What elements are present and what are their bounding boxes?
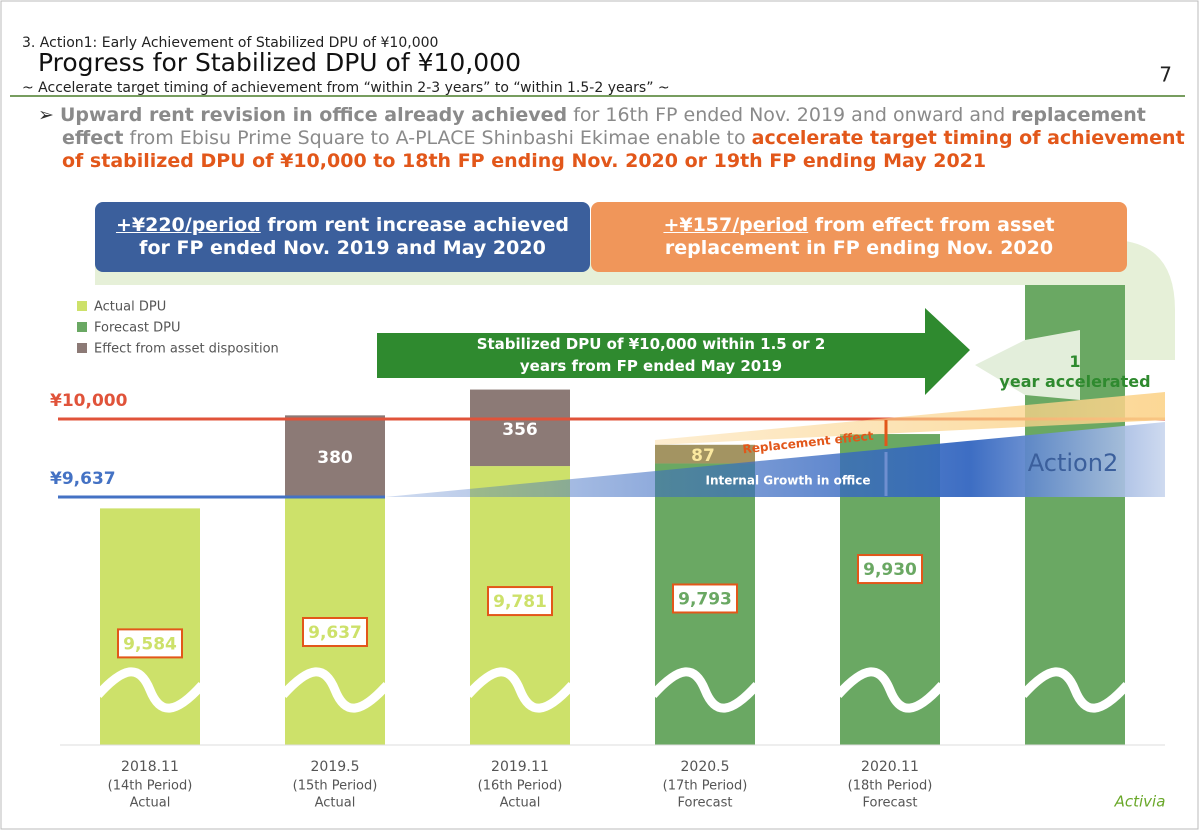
x-tick-label: 2019.5	[311, 759, 360, 775]
x-tick-note: Actual	[315, 796, 356, 811]
logo: Activia	[1114, 793, 1166, 811]
legend-swatch	[77, 343, 87, 353]
callout-amount: +¥220/period	[115, 214, 261, 236]
legend-label: Effect from asset disposition	[94, 342, 279, 357]
legend-swatch	[77, 322, 87, 332]
x-tick-note: (14th Period)	[108, 779, 193, 794]
value-label: 9,637	[308, 623, 362, 643]
value-label: 9,781	[493, 592, 547, 612]
internal-wedge	[385, 422, 1165, 497]
axis-break	[279, 667, 391, 713]
x-tick-note: Forecast	[677, 796, 732, 811]
value-label-box	[857, 554, 923, 585]
callout-text: +¥220/period from rent increase achieved…	[115, 214, 570, 260]
text-line: years from FP ended May 2019	[520, 357, 782, 375]
axis-break	[649, 667, 761, 713]
value-label: 356	[502, 420, 538, 440]
bullet-run: accelerate target timing of achievement …	[62, 127, 1185, 172]
callout-amount: +¥157/period	[663, 214, 809, 236]
action2-label: Action2	[1028, 449, 1118, 477]
x-tick-note: (18th Period)	[848, 779, 933, 794]
value-label: 9,930	[863, 560, 917, 580]
legend-label: Actual DPU	[94, 300, 166, 315]
text-line: Stabilized DPU of ¥10,000 within 1.5 or …	[477, 335, 826, 353]
bullet: ➢ Upward rent revision in office already…	[38, 104, 1200, 173]
accelerate-arrow	[975, 330, 1080, 400]
title: Progress for Stabilized DPU of ¥10,000	[38, 48, 521, 77]
section: 3. Action1: Early Achievement of Stabili…	[22, 35, 438, 51]
bullet-run: for 16th FP ended Nov. 2019 and onward a…	[567, 104, 1012, 126]
bar	[470, 389, 570, 467]
x-tick-label: 2020.11	[861, 759, 919, 775]
x-tick-note: Actual	[500, 796, 541, 811]
value-label: 9,584	[123, 634, 177, 654]
callout-body: from rent increase achieved for FP ended…	[139, 214, 570, 259]
value-label: 87	[691, 446, 715, 466]
callout: +¥220/period from rent increase achieved…	[95, 202, 590, 272]
value-label-box	[672, 583, 738, 614]
reference-label: ¥9,637	[50, 469, 116, 489]
bullet-marker: ➢	[38, 104, 60, 126]
axis-break	[94, 667, 206, 713]
subtitle: ~ Accelerate target timing of achievemen…	[22, 80, 670, 96]
bar	[655, 444, 755, 464]
x-tick-note: (15th Period)	[293, 779, 378, 794]
bullet-run: from Ebisu Prime Square to A-PLACE Shinb…	[123, 127, 752, 149]
value-label-box	[487, 586, 553, 617]
x-tick-label: 2018.11	[121, 759, 179, 775]
arrow-text: Stabilized DPU of ¥10,000 within 1.5 or …	[477, 335, 826, 375]
value-label-box	[302, 617, 368, 647]
x-tick-note: (17th Period)	[663, 779, 748, 794]
text-line: year accelerated	[999, 372, 1150, 391]
value-label: 9,793	[678, 589, 732, 609]
bullet-run: Upward rent revision in office already a…	[59, 104, 568, 126]
axis-break	[1019, 667, 1131, 713]
x-tick-note: (16th Period)	[478, 779, 563, 794]
target-arrow	[377, 308, 970, 395]
bar	[100, 508, 200, 745]
axis-break	[834, 667, 946, 713]
callout: +¥157/period from effect from asset repl…	[591, 202, 1127, 272]
callout-text: +¥157/period from effect from asset repl…	[611, 214, 1107, 260]
internal-label: Internal Growth in office	[706, 474, 871, 488]
axis-break	[464, 667, 576, 713]
callout-body: from effect from asset replacement in FP…	[664, 214, 1055, 259]
accelerated-text: 1 year accelerated	[999, 352, 1150, 391]
text-line: 1	[1069, 352, 1080, 371]
x-tick-note: Actual	[130, 796, 171, 811]
page-number: 7	[1159, 63, 1172, 87]
bar	[285, 415, 385, 497]
x-tick-label: 2020.5	[681, 759, 730, 775]
value-label-box	[117, 628, 183, 659]
bullet-run: replacement effect	[62, 104, 1146, 149]
x-tick-label: 2019.11	[491, 759, 549, 775]
legend-swatch	[77, 301, 87, 311]
legend-label: Forecast DPU	[94, 321, 181, 336]
reference-label: ¥10,000	[50, 391, 128, 411]
value-label: 380	[317, 448, 353, 468]
replacement-wedge	[655, 392, 1165, 445]
x-tick-note: Forecast	[862, 796, 917, 811]
